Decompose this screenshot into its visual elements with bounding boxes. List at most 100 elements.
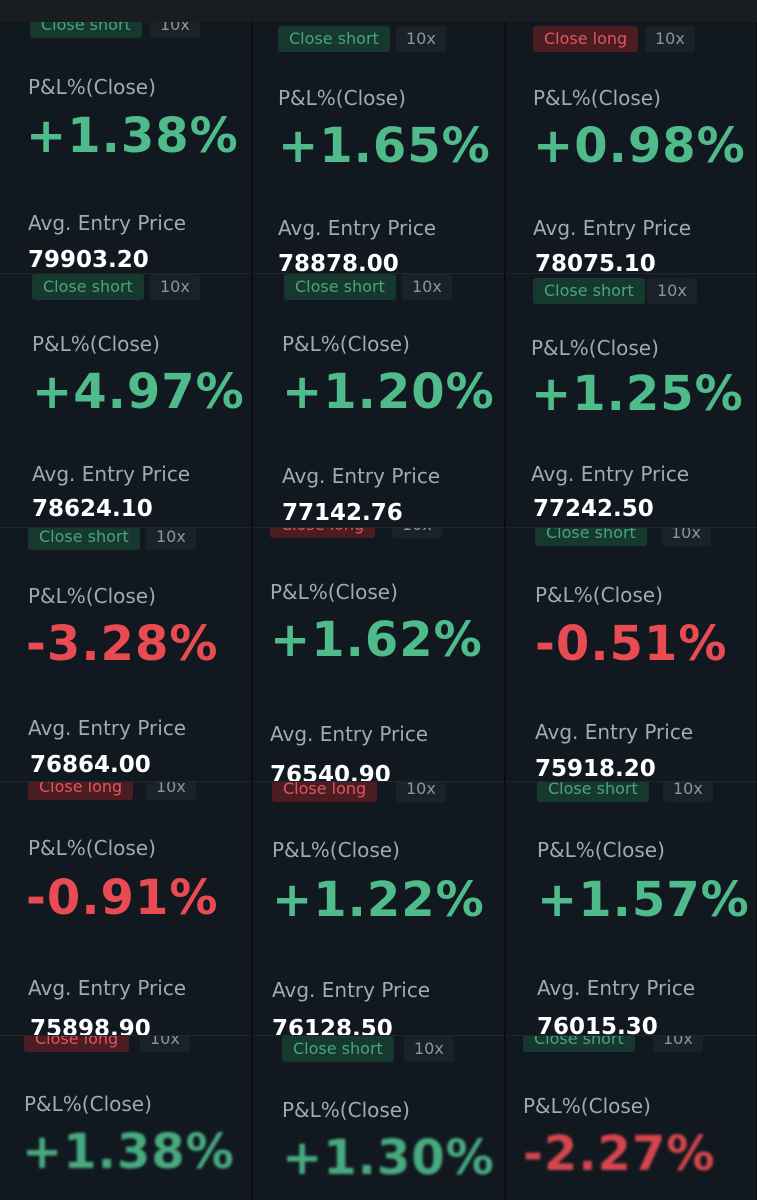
avg-entry-value: 76540.90 <box>270 762 391 782</box>
pnl-value: -0.91% <box>26 870 219 926</box>
avg-entry-label: Avg. Entry Price <box>278 216 437 240</box>
avg-entry-value: 78878.00 <box>278 251 399 274</box>
pnl-value: +1.65% <box>278 118 491 174</box>
avg-entry-label: Avg. Entry Price <box>270 722 429 746</box>
column-divider <box>504 22 506 1200</box>
pnl-value: +0.98% <box>533 118 746 174</box>
leverage-badge: 10x <box>402 274 452 300</box>
pnl-label: P&L%(Close) <box>531 336 659 360</box>
position-card[interactable]: Close long 10x P&L%(Close) -0.91% Avg. E… <box>0 782 252 1036</box>
close-long-tag: Close long <box>24 1036 130 1052</box>
close-short-tag: Close short <box>278 26 390 52</box>
close-short-tag: Close short <box>28 528 140 550</box>
position-card[interactable]: Close short 10x P&L%(Close) +1.38% Avg. … <box>0 22 252 274</box>
position-card[interactable]: Close short 10x P&L%(Close) +1.65% Avg. … <box>252 22 505 274</box>
close-short-tag: Close short <box>537 782 649 802</box>
pnl-value: -2.27% <box>523 1126 716 1182</box>
position-card[interactable]: Close short 10x P&L%(Close) +1.20% Avg. … <box>252 274 505 528</box>
column-divider <box>251 22 253 1200</box>
pnl-label: P&L%(Close) <box>24 1092 152 1116</box>
pnl-label: P&L%(Close) <box>28 584 156 608</box>
position-card[interactable]: Close short 10x P&L%(Close) +1.57% Avg. … <box>505 782 757 1036</box>
avg-entry-label: Avg. Entry Price <box>533 216 692 240</box>
avg-entry-label: Avg. Entry Price <box>28 211 187 235</box>
pnl-value: -0.51% <box>535 616 728 672</box>
avg-entry-label: Avg. Entry Price <box>531 462 690 486</box>
avg-entry-label: Avg. Entry Price <box>537 976 696 1000</box>
avg-entry-value: 77142.76 <box>282 500 403 526</box>
leverage-badge: 10x <box>396 26 446 52</box>
pnl-value: +1.30% <box>282 1130 495 1186</box>
leverage-badge: 10x <box>645 26 695 52</box>
leverage-badge: 10x <box>146 528 196 550</box>
pnl-value: +1.62% <box>270 612 483 668</box>
leverage-badge: 10x <box>150 22 200 38</box>
position-card[interactable]: Close short 10x P&L%(Close) -0.51% Avg. … <box>505 528 757 782</box>
avg-entry-value: 78624.10 <box>32 496 153 522</box>
avg-entry-value: 77242.50 <box>533 496 654 522</box>
pnl-label: P&L%(Close) <box>282 1098 410 1122</box>
pnl-value: +1.22% <box>272 872 485 928</box>
avg-entry-value: 75918.20 <box>535 756 656 782</box>
position-card[interactable]: Close short 10x P&L%(Close) +1.30% <box>252 1036 505 1200</box>
pnl-value: +1.38% <box>26 108 239 164</box>
pnl-label: P&L%(Close) <box>537 838 665 862</box>
pnl-value: +1.25% <box>531 366 744 422</box>
position-card[interactable]: Close short 10x P&L%(Close) +1.25% Avg. … <box>505 274 757 528</box>
position-card[interactable]: Close long 10x P&L%(Close) +0.98% Avg. E… <box>505 22 757 274</box>
pnl-label: P&L%(Close) <box>270 580 398 604</box>
position-card[interactable]: Close short 10x P&L%(Close) -2.27% <box>505 1036 757 1200</box>
pnl-value: -3.28% <box>26 616 219 672</box>
close-short-tag: Close short <box>284 274 396 300</box>
pnl-label: P&L%(Close) <box>28 75 156 99</box>
avg-entry-label: Avg. Entry Price <box>28 976 187 1000</box>
position-card[interactable]: Close short 10x P&L%(Close) +4.97% Avg. … <box>0 274 252 528</box>
close-short-tag: Close short <box>32 274 144 300</box>
leverage-badge: 10x <box>392 528 442 538</box>
close-long-tag: Close long <box>533 26 639 52</box>
avg-entry-value: 75898.90 <box>30 1016 151 1036</box>
position-card[interactable]: Close long 10x P&L%(Close) +1.38% <box>0 1036 252 1200</box>
leverage-badge: 10x <box>146 782 196 800</box>
status-bar <box>0 0 757 22</box>
avg-entry-label: Avg. Entry Price <box>28 716 187 740</box>
pnl-label: P&L%(Close) <box>272 838 400 862</box>
pnl-label: P&L%(Close) <box>282 332 410 356</box>
close-long-tag: Close long <box>28 782 134 800</box>
avg-entry-value: 79903.20 <box>28 247 149 273</box>
position-card[interactable]: Close short 10x P&L%(Close) -3.28% Avg. … <box>0 528 252 782</box>
avg-entry-label: Avg. Entry Price <box>282 464 441 488</box>
avg-entry-label: Avg. Entry Price <box>535 720 694 744</box>
close-short-tag: Close short <box>282 1036 394 1062</box>
position-card[interactable]: Close long 10x P&L%(Close) +1.62% Avg. E… <box>252 528 505 782</box>
pnl-label: P&L%(Close) <box>278 86 406 110</box>
position-card[interactable]: Close long 10x P&L%(Close) +1.22% Avg. E… <box>252 782 505 1036</box>
pnl-label: P&L%(Close) <box>533 86 661 110</box>
close-short-tag: Close short <box>30 22 142 38</box>
pnl-label: P&L%(Close) <box>523 1094 651 1118</box>
leverage-badge: 10x <box>647 278 697 304</box>
leverage-badge: 10x <box>404 1036 454 1062</box>
pnl-value: +4.97% <box>32 364 245 420</box>
pnl-value: +1.57% <box>537 872 750 928</box>
close-short-tag: Close short <box>523 1036 635 1052</box>
pnl-value: +1.38% <box>22 1124 235 1180</box>
leverage-badge: 10x <box>663 782 713 802</box>
pnl-label: P&L%(Close) <box>535 583 663 607</box>
close-long-tag: Close long <box>272 782 378 802</box>
close-short-tag: Close short <box>533 278 645 304</box>
pnl-label: P&L%(Close) <box>28 836 156 860</box>
leverage-badge: 10x <box>396 782 446 802</box>
leverage-badge: 10x <box>661 528 711 546</box>
pnl-value: +1.20% <box>282 364 495 420</box>
close-short-tag: Close short <box>535 528 647 546</box>
avg-entry-value: 76128.50 <box>272 1016 393 1036</box>
avg-entry-value: 78075.10 <box>535 251 656 274</box>
avg-entry-label: Avg. Entry Price <box>32 462 191 486</box>
close-long-tag: Close long <box>270 528 376 538</box>
avg-entry-value: 76864.00 <box>30 752 151 778</box>
pnl-label: P&L%(Close) <box>32 332 160 356</box>
avg-entry-label: Avg. Entry Price <box>272 978 431 1002</box>
leverage-badge: 10x <box>140 1036 190 1052</box>
leverage-badge: 10x <box>653 1036 703 1052</box>
